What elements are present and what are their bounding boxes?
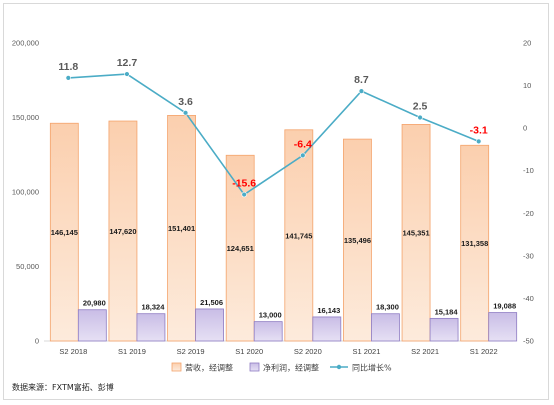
revenue-data-label: 146,145 [51, 228, 78, 237]
net-profit-bar [371, 313, 400, 342]
net-profit-bar [136, 313, 166, 342]
category-label: S2 2018 [59, 347, 87, 356]
net-profit-bar [488, 312, 518, 342]
net-profit-data-label: 18,324 [141, 303, 165, 312]
net-profit-data-label: 20,980 [83, 299, 106, 308]
revenue-data-label: 141,745 [285, 231, 312, 240]
revenue-bar [49, 122, 79, 342]
category-label: S2 2020 [294, 347, 322, 356]
category-label: S1 2022 [470, 347, 498, 356]
yoy-data-label: -3.1 [470, 124, 488, 136]
revenue-data-label: 151,401 [168, 224, 195, 233]
net-profit-data-label: 19,088 [493, 302, 516, 311]
revenue-data-label: 147,620 [109, 227, 136, 236]
left-axis: 0 50,000 100,000 150,000 200,000 [12, 39, 39, 346]
revenue-bar [167, 115, 196, 342]
yoy-line [68, 73, 479, 196]
category-label: S1 2021 [352, 347, 380, 356]
revenue-data-label: 135,496 [344, 236, 371, 245]
right-tick-label: -20 [523, 209, 534, 218]
category-label: S2 2021 [411, 347, 439, 356]
right-tick-label: 0 [523, 124, 527, 133]
revenue-bar [225, 154, 255, 342]
legend-label: 净利润，经调整 [263, 363, 319, 373]
yoy-data-label: 2.5 [413, 101, 428, 113]
right-tick-label: -40 [523, 294, 534, 303]
net-profit-bar [253, 321, 283, 342]
yoy-point [241, 191, 247, 198]
revenue-bar [460, 144, 490, 342]
yoy-data-label: 12.7 [117, 57, 138, 69]
left-tick-label: 0 [35, 337, 39, 346]
yoy-point [475, 138, 482, 145]
category-labels: S2 2018 S1 2019 S2 2019 S1 2020 S2 2020 S1 20… [59, 347, 497, 356]
net-profit-data-label: 16,143 [317, 306, 340, 315]
bars-layer: 146,145 20,980 147,620 18,324 151,401 21,506 1… [49, 115, 518, 342]
source-note: 数据来源：FXTM富拓、彭博 [12, 383, 114, 392]
net-profit-bar [77, 309, 107, 342]
revenue-data-label: 131,358 [461, 239, 488, 248]
legend-swatch [171, 362, 182, 372]
yoy-point [182, 110, 189, 116]
yoy-point [417, 114, 423, 121]
net-profit-bar [312, 316, 342, 342]
net-profit-data-label: 13,000 [259, 311, 282, 320]
chart-frame [3, 3, 549, 400]
yoy-data-label: -6.4 [294, 138, 312, 150]
right-tick-label: 10 [523, 81, 531, 90]
legend-line-marker [336, 364, 342, 370]
revenue-data-label: 124,651 [227, 244, 254, 253]
right-tick-label: -50 [523, 337, 534, 346]
right-tick-label: -30 [523, 251, 534, 260]
yoy-point [358, 88, 365, 94]
legend: 营收，经调整 净利润，经调整 同比增长% [171, 362, 392, 373]
net-profit-data-label: 21,506 [200, 298, 223, 307]
category-label: S1 2020 [235, 347, 263, 356]
yoy-point [65, 75, 72, 81]
right-tick-label: -10 [523, 166, 534, 175]
yoy-data-label: 8.7 [354, 74, 369, 86]
revenue-bar [401, 124, 431, 342]
yoy-data-label: 11.8 [58, 61, 78, 73]
right-axis: -50 -40 -30 -20 -10 0 10 20 [523, 39, 534, 346]
left-tick-label: 50,000 [16, 262, 39, 271]
net-profit-data-label: 15,184 [435, 307, 459, 316]
yoy-data-label: -15.6 [232, 178, 256, 190]
category-label: S2 2019 [177, 347, 205, 356]
yoy-data-label: 3.6 [178, 96, 193, 108]
legend-swatch [249, 362, 260, 372]
legend-label: 营收，经调整 [185, 363, 233, 373]
legend-label: 同比增长% [352, 363, 392, 373]
yoy-line-layer: 11.8 12.7 3.6 -15.6 -6.4 8.7 2.5 -3.1 [58, 57, 488, 198]
net-profit-bar [195, 308, 224, 342]
revenue-data-label: 145,351 [403, 229, 430, 238]
left-tick-label: 150,000 [12, 113, 39, 122]
right-tick-label: 20 [523, 39, 531, 48]
net-profit-data-label: 18,300 [376, 303, 399, 312]
net-profit-bar [429, 317, 459, 342]
revenue-bar [343, 138, 372, 342]
left-tick-label: 200,000 [12, 39, 39, 48]
yoy-point [124, 71, 130, 77]
yoy-point [300, 152, 306, 159]
category-label: S1 2019 [118, 347, 146, 356]
revenue-bar [108, 120, 138, 342]
left-tick-label: 100,000 [12, 188, 39, 197]
